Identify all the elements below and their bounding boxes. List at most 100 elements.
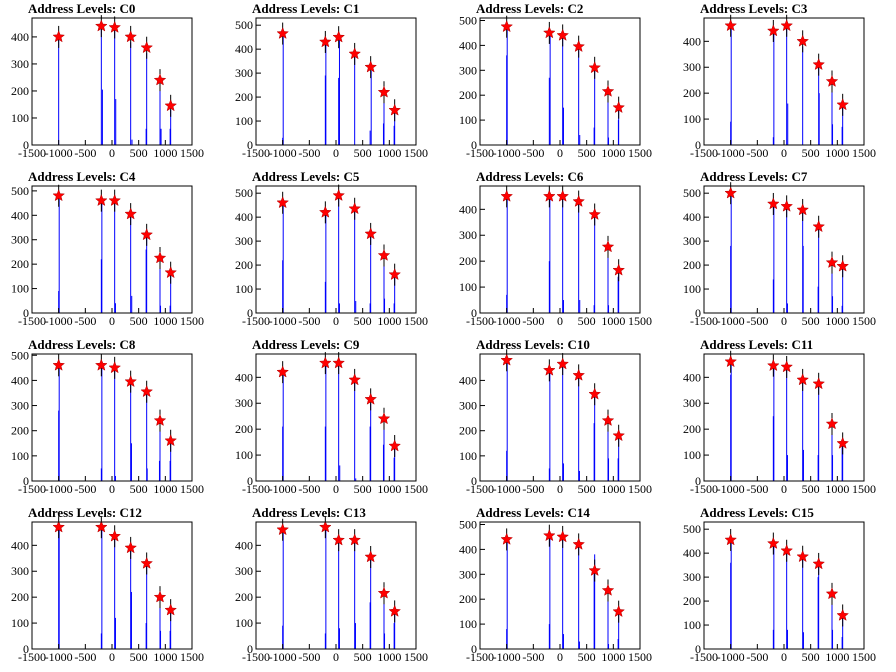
y-tick-label: 300: [459, 228, 477, 242]
peak-marker-5: [153, 251, 167, 264]
peak-marker-2: [332, 356, 346, 369]
y-tick-label: 500: [459, 517, 477, 531]
peak-marker-5: [377, 412, 391, 425]
y-tick-label: 100: [459, 617, 477, 631]
y-tick-label: 100: [683, 448, 701, 462]
y-tick-label: 200: [683, 422, 701, 436]
chart-panel-12: Address Levels: C12 0 100 200 300 400 -1500 -10…: [0, 504, 224, 672]
y-tick-label: 300: [683, 396, 701, 410]
y-tick-label: 100: [235, 448, 253, 462]
y-tick-label: 400: [235, 42, 253, 56]
y-tick-label: 0: [247, 474, 253, 488]
chart-panel-10: Address Levels: C10 0 100 200 300 400 -1500 -10…: [448, 336, 672, 504]
y-tick-label: 300: [683, 60, 701, 74]
y-tick-label: 400: [459, 373, 477, 387]
x-tick-label: -1000: [45, 650, 73, 664]
x-tick-label: 1000: [601, 146, 625, 160]
chart-svg-5: Address Levels: C50100200300400500-1500-…: [235, 169, 428, 328]
peak-marker-5: [825, 256, 839, 269]
plot-frame: [703, 353, 865, 482]
chart-panel-6: Address Levels: C6 0 100 200 300 400 -1500 -100…: [448, 168, 672, 336]
y-tick-label: 300: [11, 233, 29, 247]
peak-marker-6: [388, 103, 402, 116]
x-tick-label: 1500: [628, 650, 652, 664]
y-tick-label: 0: [247, 138, 253, 152]
y-tick-label: 500: [235, 18, 253, 32]
peak-marker-0: [500, 353, 514, 366]
x-tick-label: 0: [557, 314, 563, 328]
chart-svg-11: Address Levels: C11 0 100 200 300 400 -1500-10…: [683, 337, 876, 496]
y-tick-label: 100: [235, 282, 253, 296]
peak-marker-1: [94, 358, 108, 371]
x-tick-label: -500: [522, 146, 544, 160]
x-tick-label: 1000: [825, 482, 849, 496]
peak-marker-3: [348, 373, 362, 386]
peak-marker-5: [377, 586, 391, 599]
y-tick-label: 200: [235, 90, 253, 104]
peak-marker-5: [601, 413, 615, 427]
y-tick-label: 200: [683, 594, 701, 608]
y-tick-label: 200: [459, 424, 477, 438]
peak-marker-1: [766, 24, 780, 37]
peak-marker-6: [836, 608, 850, 621]
peak-marker-4: [812, 58, 826, 71]
x-tick-label: 0: [333, 482, 339, 496]
x-tick-label: 500: [130, 146, 148, 160]
x-tick-label: 500: [802, 650, 820, 664]
peak-marker-3: [124, 375, 138, 388]
peak-marker-1: [318, 35, 332, 48]
x-tick-label: -1500: [466, 146, 494, 160]
chart-title: Address Levels: C13: [252, 505, 366, 520]
chart-panel-13: Address Levels: C13 0 100 200 300 400 -1500 -10…: [224, 504, 448, 672]
y-tick-label: 300: [459, 63, 477, 77]
x-tick-label: 0: [557, 146, 563, 160]
plot-frame: [479, 185, 641, 314]
y-tick-label: 0: [471, 642, 477, 656]
peak-marker-1: [542, 529, 556, 542]
x-tick-label: -1500: [690, 314, 718, 328]
peak-marker-3: [124, 207, 138, 220]
chart-svg-15: Address Levels: C15 0 100 200 300 400 500 -1500…: [683, 505, 876, 664]
peak-marker-2: [780, 199, 794, 212]
y-tick-label: 0: [695, 306, 701, 320]
peak-marker-5: [153, 73, 167, 86]
peak-marker-1: [542, 26, 556, 39]
x-tick-label: 500: [354, 650, 372, 664]
chart-svg-12: Address Levels: C12 0 100 200 300 400 -1500-10…: [11, 505, 204, 664]
y-tick-label: 100: [11, 111, 29, 125]
x-tick-label: 1000: [153, 146, 177, 160]
chart-title: Address Levels: C4: [28, 169, 136, 184]
peak-marker-5: [601, 583, 615, 596]
chart-panel-7: Address Levels: C7 0 100 200 300 400 500 -1500-…: [672, 168, 896, 336]
x-tick-label: 500: [130, 482, 148, 496]
peak-marker-5: [825, 74, 839, 87]
x-tick-label: -500: [298, 482, 320, 496]
chart-title: Address Levels: C3: [700, 1, 808, 16]
y-tick-label: 500: [459, 13, 477, 27]
x-tick-label: 500: [130, 314, 148, 328]
x-tick-label: 0: [781, 482, 787, 496]
chart-panel-11: Address Levels: C11 0 100 200 300 400 -1500 -10…: [672, 336, 896, 504]
x-tick-label: -500: [746, 146, 768, 160]
x-tick-label: -1500: [242, 650, 270, 664]
y-tick-label: 200: [459, 592, 477, 606]
x-tick-label: -1000: [45, 146, 73, 160]
peak-marker-4: [140, 228, 154, 241]
y-tick-label: 400: [11, 208, 29, 222]
peak-marker-6: [612, 604, 626, 618]
peak-marker-2: [556, 189, 570, 202]
peak-marker-4: [812, 220, 826, 233]
peak-marker-4: [140, 41, 154, 54]
x-tick-label: 0: [109, 650, 115, 664]
peak-marker-2: [332, 188, 346, 201]
x-tick-label: 1000: [825, 314, 849, 328]
x-tick-label: 1500: [404, 314, 428, 328]
x-tick-label: -1000: [717, 314, 745, 328]
peak-marker-6: [388, 268, 402, 281]
chart-title: Address Levels: C5: [252, 169, 360, 184]
peak-marker-4: [364, 227, 378, 240]
peak-marker-2: [332, 533, 346, 546]
y-tick-label: 100: [11, 282, 29, 296]
x-tick-label: -1500: [18, 146, 46, 160]
x-tick-label: -1000: [269, 314, 297, 328]
